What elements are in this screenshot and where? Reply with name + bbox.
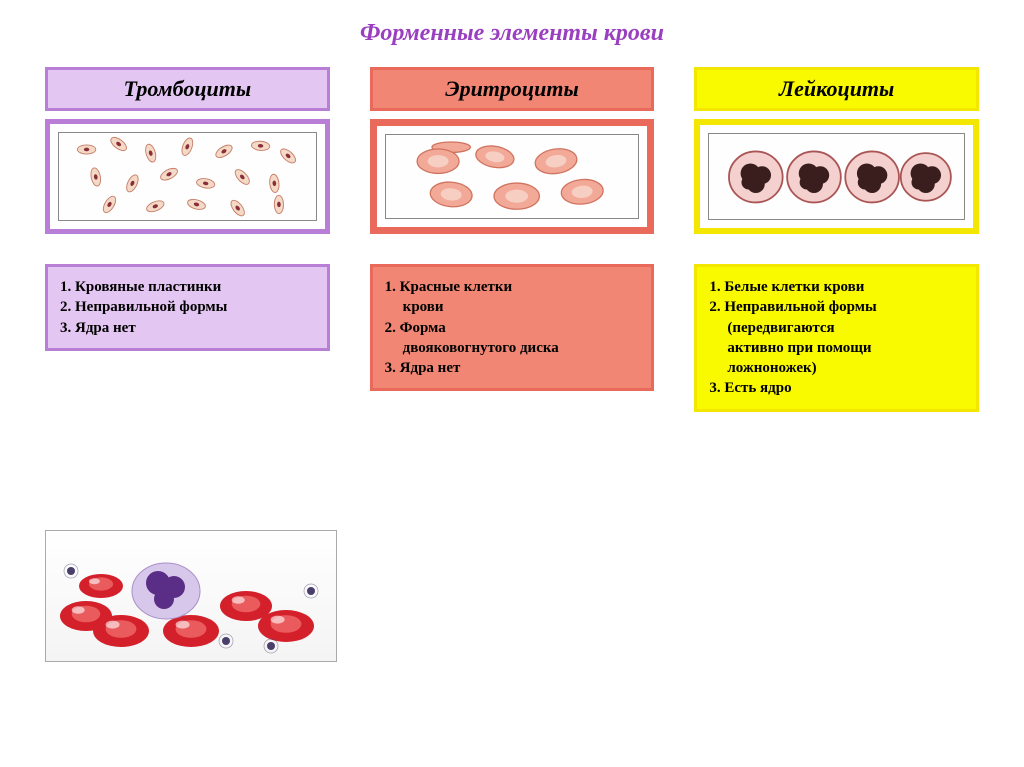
- header-leukocytes: Лейкоциты: [694, 67, 979, 111]
- rbc-svg: [386, 135, 639, 218]
- platelets-svg: [59, 133, 316, 220]
- cellbox-thrombocytes: [45, 119, 330, 234]
- desc-line: 1. Красные клетки: [385, 277, 640, 297]
- cellbox-leukocytes: [694, 119, 979, 234]
- page-title: Форменные элементы крови: [0, 0, 1024, 47]
- mixed-cells-svg: [46, 531, 336, 661]
- desc-thrombocytes: 1. Кровяные пластинки2. Неправильной фор…: [45, 264, 330, 351]
- col-leukocytes: Лейкоциты 1. Белые клетки крови2. Неправ…: [694, 67, 979, 412]
- desc-line: 2. Неправильной формы: [709, 297, 964, 317]
- header-erythrocytes: Эритроциты: [370, 67, 655, 111]
- desc-line: 3. Ядра нет: [60, 318, 315, 338]
- mixed-cells-image: [45, 530, 337, 662]
- desc-line: 3. Есть ядро: [709, 378, 964, 398]
- desc-line: 1. Белые клетки крови: [709, 277, 964, 297]
- wbc-svg: [709, 134, 964, 219]
- cellbox-erythrocytes: [370, 119, 655, 234]
- col-thrombocytes: Тромбоциты 1. Кровяные пластинки2. Непра…: [45, 67, 330, 412]
- cellbox-inner: [385, 134, 640, 219]
- desc-line: (передвигаются: [709, 318, 964, 338]
- desc-line: 1. Кровяные пластинки: [60, 277, 315, 297]
- desc-leukocytes: 1. Белые клетки крови2. Неправильной фор…: [694, 264, 979, 412]
- desc-line: 3. Ядра нет: [385, 358, 640, 378]
- desc-erythrocytes: 1. Красные клеткикрови2. Формадвояковогн…: [370, 264, 655, 391]
- desc-line: 2. Неправильной формы: [60, 297, 315, 317]
- desc-line: ложноножек): [709, 358, 964, 378]
- desc-line: крови: [385, 297, 640, 317]
- cellbox-inner: [708, 133, 965, 220]
- cellbox-inner: [58, 132, 317, 221]
- desc-line: активно при помощи: [709, 338, 964, 358]
- columns-row: Тромбоциты 1. Кровяные пластинки2. Непра…: [0, 47, 1024, 412]
- desc-line: 2. Форма: [385, 318, 640, 338]
- col-erythrocytes: Эритроциты 1. Красные клеткикрови2. Форм…: [370, 67, 655, 412]
- desc-line: двояковогнутого диска: [385, 338, 640, 358]
- header-thrombocytes: Тромбоциты: [45, 67, 330, 111]
